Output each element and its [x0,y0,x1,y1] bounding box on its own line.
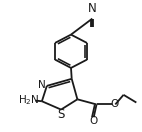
Text: S: S [58,109,65,121]
Text: N: N [38,80,46,90]
Text: H$_2$N: H$_2$N [18,93,39,107]
Text: O: O [89,116,97,126]
Text: O: O [110,99,118,109]
Text: N: N [88,2,97,15]
